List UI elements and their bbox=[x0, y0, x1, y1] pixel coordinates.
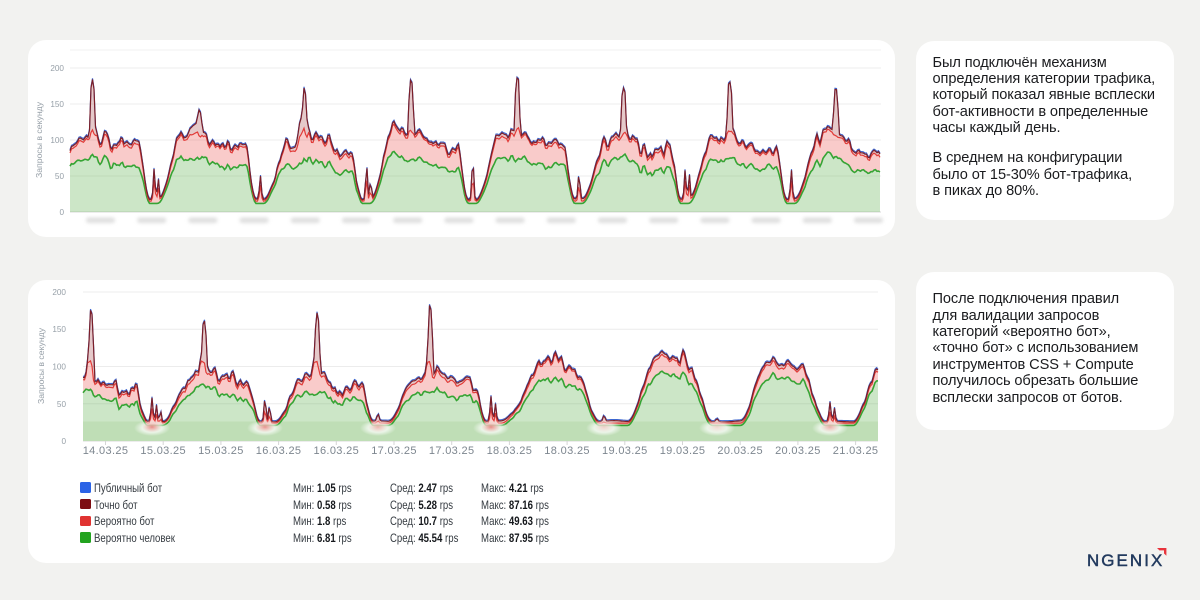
svg-text:17.03.25: 17.03.25 bbox=[429, 445, 475, 457]
svg-text:200: 200 bbox=[50, 64, 64, 73]
svg-text:14.03.25: 14.03.25 bbox=[83, 445, 129, 457]
svg-text:Запросы в секунду: Запросы в секунду bbox=[34, 101, 44, 178]
svg-text:0: 0 bbox=[59, 208, 64, 217]
svg-text:100: 100 bbox=[50, 136, 64, 145]
svg-text:100: 100 bbox=[52, 362, 66, 371]
svg-text:21.03.25: 21.03.25 bbox=[833, 445, 879, 457]
svg-text:Запросы в секунду: Запросы в секунду bbox=[36, 327, 46, 404]
svg-text:18.03.25: 18.03.25 bbox=[487, 445, 533, 457]
svg-text:19.03.25: 19.03.25 bbox=[602, 445, 648, 457]
svg-text:50: 50 bbox=[55, 172, 65, 181]
svg-text:19.03.25: 19.03.25 bbox=[660, 445, 706, 457]
svg-text:150: 150 bbox=[50, 100, 64, 109]
svg-text:18.03.25: 18.03.25 bbox=[544, 445, 590, 457]
svg-text:0: 0 bbox=[61, 437, 66, 446]
svg-text:20.03.25: 20.03.25 bbox=[775, 445, 821, 457]
svg-text:150: 150 bbox=[52, 325, 66, 334]
svg-text:20.03.25: 20.03.25 bbox=[717, 445, 763, 457]
svg-text:200: 200 bbox=[52, 288, 66, 297]
svg-text:15.03.25: 15.03.25 bbox=[140, 445, 186, 457]
svg-text:50: 50 bbox=[57, 399, 67, 408]
svg-text:17.03.25: 17.03.25 bbox=[371, 445, 417, 457]
svg-text:15.03.25: 15.03.25 bbox=[198, 445, 244, 457]
svg-text:16.03.25: 16.03.25 bbox=[256, 445, 302, 457]
svg-text:16.03.25: 16.03.25 bbox=[313, 445, 359, 457]
